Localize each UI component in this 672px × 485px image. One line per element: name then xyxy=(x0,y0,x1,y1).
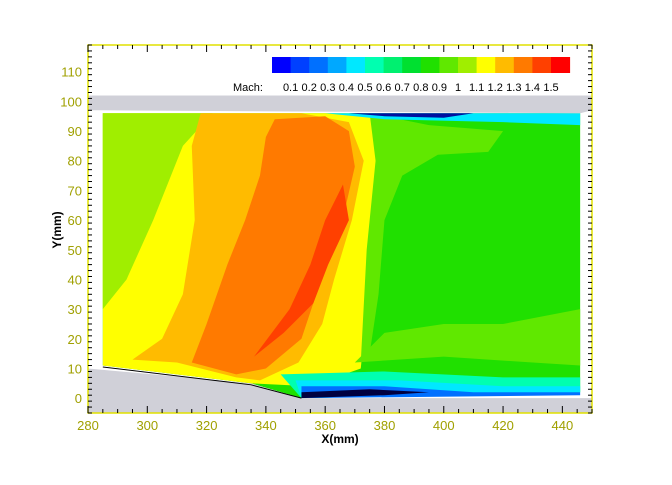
legend-label: 0.1 xyxy=(283,82,298,94)
legend-label: 1 xyxy=(455,82,461,94)
legend-label: 0.5 xyxy=(357,82,372,94)
legend-swatch xyxy=(346,57,366,73)
x-tick-label: 320 xyxy=(196,418,218,433)
y-tick-label: 40 xyxy=(68,272,82,287)
top-wall xyxy=(88,95,592,114)
legend-swatch xyxy=(439,57,459,73)
y-axis-label: Y(mm) xyxy=(50,211,64,248)
contour-level-1.0-lower xyxy=(354,309,581,366)
y-tick-label: 80 xyxy=(68,154,82,169)
legend-label: 1.1 xyxy=(469,82,484,94)
y-tick-label: 110 xyxy=(61,65,82,80)
y-tick-label: 10 xyxy=(68,361,82,376)
wall-outline xyxy=(102,366,302,399)
legend-swatch xyxy=(327,57,347,73)
legend-swatch xyxy=(495,57,515,73)
y-tick-label: 100 xyxy=(60,94,82,109)
x-tick-label: 420 xyxy=(492,418,514,433)
legend-label: 1.4 xyxy=(525,82,540,94)
x-tick-label: 340 xyxy=(255,418,277,433)
legend-swatch xyxy=(365,57,385,73)
legend-swatch xyxy=(551,57,571,73)
x-tick-label: 380 xyxy=(374,418,396,433)
y-tick-label: 60 xyxy=(68,213,82,228)
legend-label: 0.3 xyxy=(320,82,335,94)
x-tick-label: 440 xyxy=(552,418,574,433)
legend-label: 1.2 xyxy=(488,82,503,94)
contour-level-0.1 xyxy=(301,389,429,399)
x-tick-label: 400 xyxy=(433,418,455,433)
legend-label: 0.6 xyxy=(376,82,391,94)
y-tick-label: 20 xyxy=(68,332,82,347)
bottom-wall xyxy=(88,368,592,413)
y-tick-label: 90 xyxy=(68,124,82,139)
x-axis-label: X(mm) xyxy=(321,432,358,446)
contour-level-1.4 xyxy=(191,116,355,375)
x-tick-label: 300 xyxy=(136,418,158,433)
legend-swatch xyxy=(309,57,329,73)
legend-label: 0.4 xyxy=(339,82,354,94)
legend-swatch xyxy=(513,57,533,73)
contour-level-0.1-top xyxy=(348,113,474,118)
y-tick-label: 50 xyxy=(68,243,82,258)
legend-swatch xyxy=(532,57,552,73)
legend-swatch xyxy=(272,57,292,73)
x-tick-label: 280 xyxy=(77,418,99,433)
legend-swatch xyxy=(476,57,496,73)
legend-swatch xyxy=(402,57,422,73)
legend-label: 0.9 xyxy=(432,82,447,94)
legend-swatch xyxy=(383,57,403,73)
y-tick-label: 30 xyxy=(68,302,82,317)
legend-swatch xyxy=(290,57,310,73)
y-tick-label: 0 xyxy=(75,391,82,406)
legend-label: 0.8 xyxy=(413,82,428,94)
legend-label: 1.5 xyxy=(543,82,558,94)
y-tick-label: 70 xyxy=(68,183,82,198)
legend-label: 1.3 xyxy=(506,82,521,94)
legend-label: 0.7 xyxy=(395,82,410,94)
legend-title: Mach: xyxy=(233,82,263,94)
legend-swatch xyxy=(458,57,478,73)
legend-swatch xyxy=(420,57,440,73)
contour-level-1.5 xyxy=(254,184,349,357)
x-tick-label: 360 xyxy=(314,418,336,433)
legend-label: 0.2 xyxy=(302,82,317,94)
contour-level-1.0 xyxy=(360,113,504,363)
contour-level-1.1 xyxy=(102,113,213,310)
